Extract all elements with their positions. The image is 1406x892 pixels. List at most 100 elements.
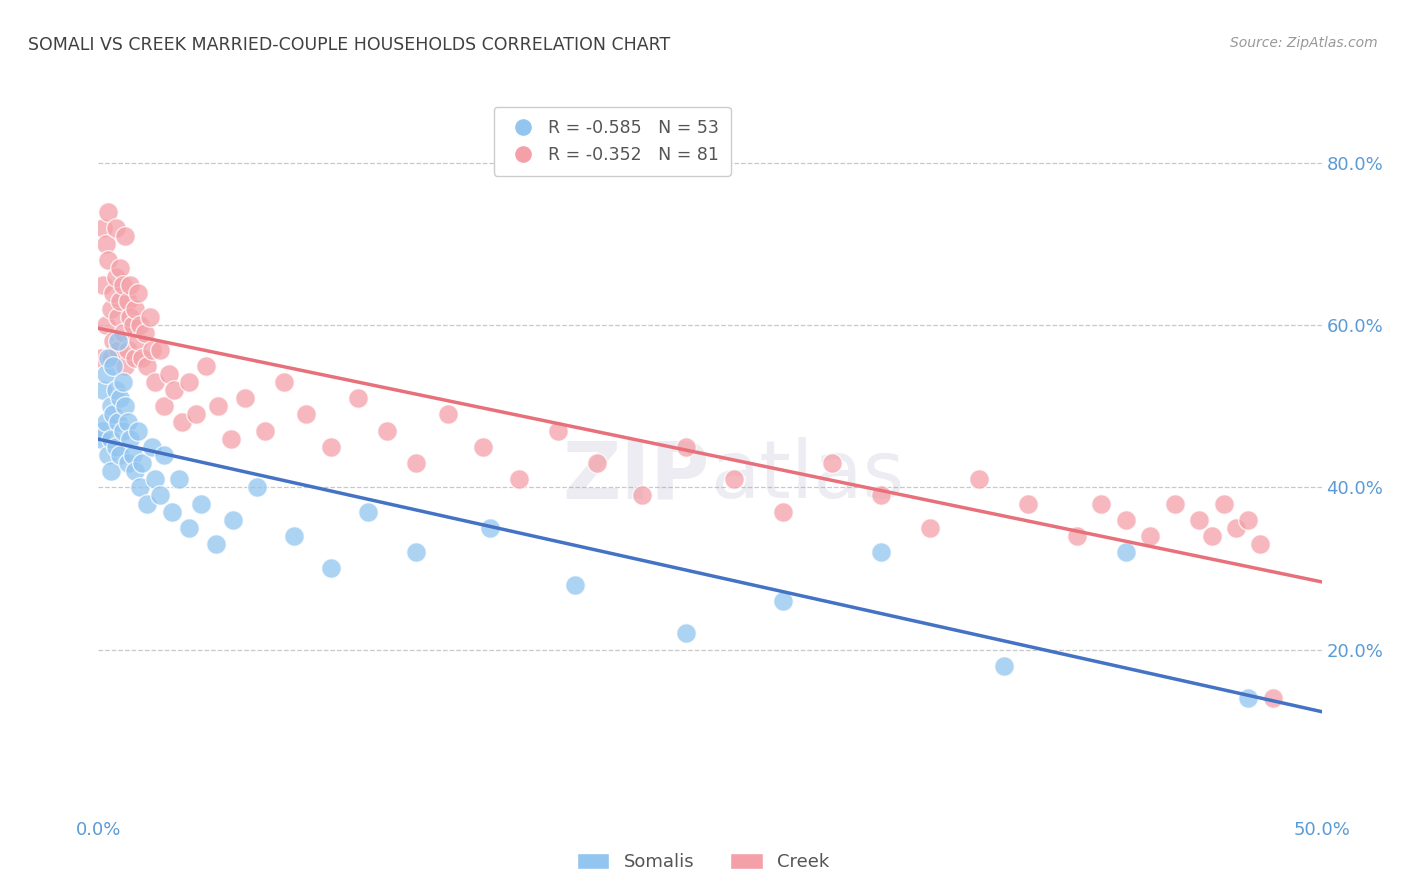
Point — [356, 505, 378, 519]
Point — [114, 229, 136, 244]
Point — [110, 391, 132, 405]
Point — [124, 301, 146, 316]
Point — [1201, 529, 1223, 543]
Point — [131, 456, 153, 470]
Point — [94, 237, 117, 252]
Point — [1017, 497, 1039, 511]
Point — [100, 399, 122, 413]
Point — [870, 488, 893, 502]
Point — [1115, 513, 1137, 527]
Point — [104, 440, 127, 454]
Point — [117, 416, 139, 430]
Point — [100, 432, 122, 446]
Point — [149, 343, 172, 357]
Point — [129, 480, 152, 494]
Point — [405, 545, 427, 559]
Point — [219, 432, 242, 446]
Point — [143, 375, 166, 389]
Legend: Somalis, Creek: Somalis, Creek — [569, 846, 837, 879]
Text: SOMALI VS CREEK MARRIED-COUPLE HOUSEHOLDS CORRELATION CHART: SOMALI VS CREEK MARRIED-COUPLE HOUSEHOLD… — [28, 36, 671, 54]
Point — [253, 424, 276, 438]
Point — [90, 432, 112, 446]
Point — [121, 318, 143, 333]
Point — [136, 359, 159, 373]
Point — [153, 399, 176, 413]
Point — [110, 448, 132, 462]
Point — [190, 497, 212, 511]
Point — [1261, 691, 1284, 706]
Point — [124, 351, 146, 365]
Point — [547, 424, 569, 438]
Point — [1115, 545, 1137, 559]
Point — [124, 464, 146, 478]
Point — [207, 399, 229, 413]
Point — [295, 408, 318, 422]
Point — [246, 480, 269, 494]
Point — [120, 277, 142, 292]
Point — [101, 285, 124, 300]
Point — [127, 285, 149, 300]
Point — [564, 577, 586, 591]
Point — [1212, 497, 1234, 511]
Point — [177, 521, 200, 535]
Point — [101, 359, 124, 373]
Point — [471, 440, 494, 454]
Point — [117, 456, 139, 470]
Point — [107, 310, 129, 324]
Point — [111, 424, 134, 438]
Point — [319, 561, 342, 575]
Point — [177, 375, 200, 389]
Point — [1237, 513, 1260, 527]
Point — [153, 448, 176, 462]
Point — [233, 391, 256, 405]
Point — [120, 432, 142, 446]
Point — [114, 399, 136, 413]
Point — [117, 343, 139, 357]
Point — [195, 359, 218, 373]
Point — [405, 456, 427, 470]
Point — [104, 220, 127, 235]
Point — [273, 375, 295, 389]
Point — [1225, 521, 1247, 535]
Point — [94, 367, 117, 381]
Point — [110, 261, 132, 276]
Point — [117, 293, 139, 308]
Point — [437, 408, 460, 422]
Point — [478, 521, 501, 535]
Point — [127, 334, 149, 349]
Point — [127, 424, 149, 438]
Point — [104, 383, 127, 397]
Point — [94, 318, 117, 333]
Point — [97, 204, 120, 219]
Point — [120, 310, 142, 324]
Point — [91, 220, 114, 235]
Point — [97, 351, 120, 365]
Point — [1090, 497, 1112, 511]
Point — [91, 277, 114, 292]
Point — [375, 424, 398, 438]
Legend: R = -0.585   N = 53, R = -0.352   N = 81: R = -0.585 N = 53, R = -0.352 N = 81 — [494, 107, 731, 176]
Point — [114, 359, 136, 373]
Point — [143, 472, 166, 486]
Point — [107, 334, 129, 349]
Point — [163, 383, 186, 397]
Point — [283, 529, 305, 543]
Point — [141, 343, 163, 357]
Point — [772, 594, 794, 608]
Point — [131, 351, 153, 365]
Point — [870, 545, 893, 559]
Text: Source: ZipAtlas.com: Source: ZipAtlas.com — [1230, 36, 1378, 50]
Point — [157, 367, 180, 381]
Point — [586, 456, 609, 470]
Point — [1188, 513, 1211, 527]
Text: ZIP: ZIP — [562, 437, 710, 516]
Point — [1139, 529, 1161, 543]
Point — [91, 383, 114, 397]
Point — [110, 293, 132, 308]
Point — [97, 253, 120, 268]
Point — [101, 334, 124, 349]
Point — [107, 416, 129, 430]
Point — [100, 301, 122, 316]
Point — [111, 326, 134, 341]
Point — [675, 440, 697, 454]
